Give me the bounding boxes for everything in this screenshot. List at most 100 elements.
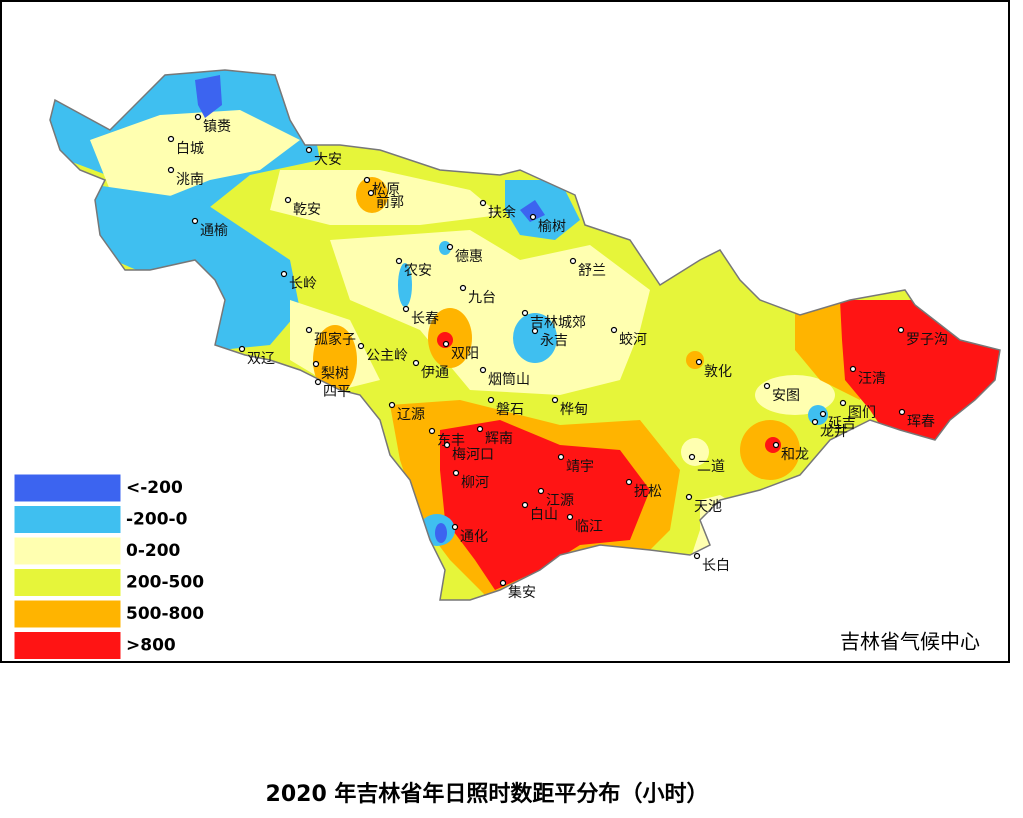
city-label: 延吉 [828, 416, 856, 432]
city-label: 罗子沟 [906, 332, 948, 348]
legend-swatch [13, 536, 122, 566]
city-label: 双辽 [247, 351, 275, 367]
city-label: 乾安 [293, 202, 321, 218]
city-label: 长岭 [289, 276, 317, 292]
city-label: 镇赉 [203, 119, 231, 135]
city-dot [367, 189, 375, 197]
legend-swatch [13, 473, 122, 503]
city-label: 临江 [575, 519, 603, 535]
city-dot [897, 326, 905, 334]
city-dot [625, 478, 633, 486]
city-label: 吉林城郊 [530, 314, 586, 331]
city-dot [898, 408, 906, 416]
city-dot [819, 410, 827, 418]
city-dot [566, 513, 574, 521]
city-dot [569, 257, 577, 265]
city-dot [314, 378, 322, 386]
legend-label: 500-800 [126, 604, 204, 624]
city-dot [551, 396, 559, 404]
city-dot [531, 327, 539, 335]
city-label: 天池 [694, 499, 722, 515]
legend-swatch [13, 599, 122, 629]
city-dot [412, 359, 420, 367]
city-label: 通榆 [200, 223, 228, 239]
legend-swatch [13, 568, 122, 597]
city-dot [529, 213, 537, 221]
city-label: 集安 [508, 584, 536, 601]
city-dot [521, 501, 529, 509]
city-label: 珲春 [907, 414, 935, 430]
city-label: 白城 [176, 141, 204, 157]
city-dot [479, 199, 487, 207]
city-label: 白山 [530, 507, 558, 523]
city-dot [395, 257, 403, 265]
city-dot [459, 284, 467, 292]
city-label: 通化 [460, 529, 488, 545]
city-label: 德惠 [455, 249, 483, 265]
city-dot [167, 166, 175, 174]
city-dot [499, 579, 507, 587]
city-label: 汪清 [858, 371, 886, 387]
city-dot [451, 523, 459, 531]
city-label: 辉南 [485, 431, 513, 447]
city-label: 和龙 [781, 447, 809, 463]
city-dot [280, 270, 288, 278]
city-label: 抚松 [634, 484, 662, 500]
city-label: 二道 [697, 459, 725, 475]
city-dot [487, 396, 495, 404]
city-dot [284, 196, 292, 204]
city-label: 靖宇 [566, 459, 594, 475]
city-label: 舒兰 [578, 263, 606, 279]
city-dot [610, 326, 618, 334]
city-dot [238, 345, 246, 353]
city-dot [443, 441, 451, 449]
city-label: 九台 [468, 290, 496, 306]
city-label: 江源 [546, 493, 574, 509]
city-dot [312, 360, 320, 368]
legend-swatch [13, 505, 122, 534]
city-label: 伊通 [421, 365, 449, 381]
source: 吉林省气候中心 [840, 630, 980, 654]
legend-label: >800 [126, 636, 176, 656]
city-dot [167, 135, 175, 143]
city-label: 双阳 [451, 346, 479, 362]
city-dot [685, 493, 693, 501]
city-dot [357, 342, 365, 350]
city-dot [428, 427, 436, 435]
city-dot [476, 425, 484, 433]
legend-label: 0-200 [126, 541, 181, 561]
legend-label: 200-500 [126, 573, 204, 593]
city-dot [693, 552, 701, 560]
city-dot [839, 399, 847, 407]
city-label: 梨树 [321, 366, 349, 382]
city-dot [452, 469, 460, 477]
city-dot [763, 382, 771, 390]
city-dot [402, 305, 410, 313]
city-dot [191, 217, 199, 225]
city-label: 龙井 [820, 424, 848, 440]
city-label: 前郭 [376, 194, 404, 211]
city-label: 公主岭 [366, 348, 408, 364]
city-label: 烟筒山 [488, 371, 530, 388]
city-dot [557, 453, 565, 461]
city-dot [695, 358, 703, 366]
city-label: 安图 [772, 388, 800, 404]
caption: 2020 年吉林省年日照时数距平分布（小时） [266, 781, 709, 807]
city-dot [442, 340, 450, 348]
city-label: 梅河口 [452, 447, 494, 463]
legend-swatch [13, 631, 122, 660]
city-label: 蛟河 [619, 332, 647, 348]
city-label: 洮南 [176, 172, 204, 188]
city-dot [772, 441, 780, 449]
city-dot [194, 113, 202, 121]
city-dot [446, 243, 454, 251]
legend-label: -200-0 [126, 510, 188, 530]
city-dot [521, 309, 529, 317]
city-label: 柳河 [461, 474, 489, 491]
city-label: 桦甸 [560, 402, 588, 418]
city-label: 长白 [702, 558, 730, 574]
city-label: 敦化 [704, 364, 732, 380]
city-dot [537, 487, 545, 495]
